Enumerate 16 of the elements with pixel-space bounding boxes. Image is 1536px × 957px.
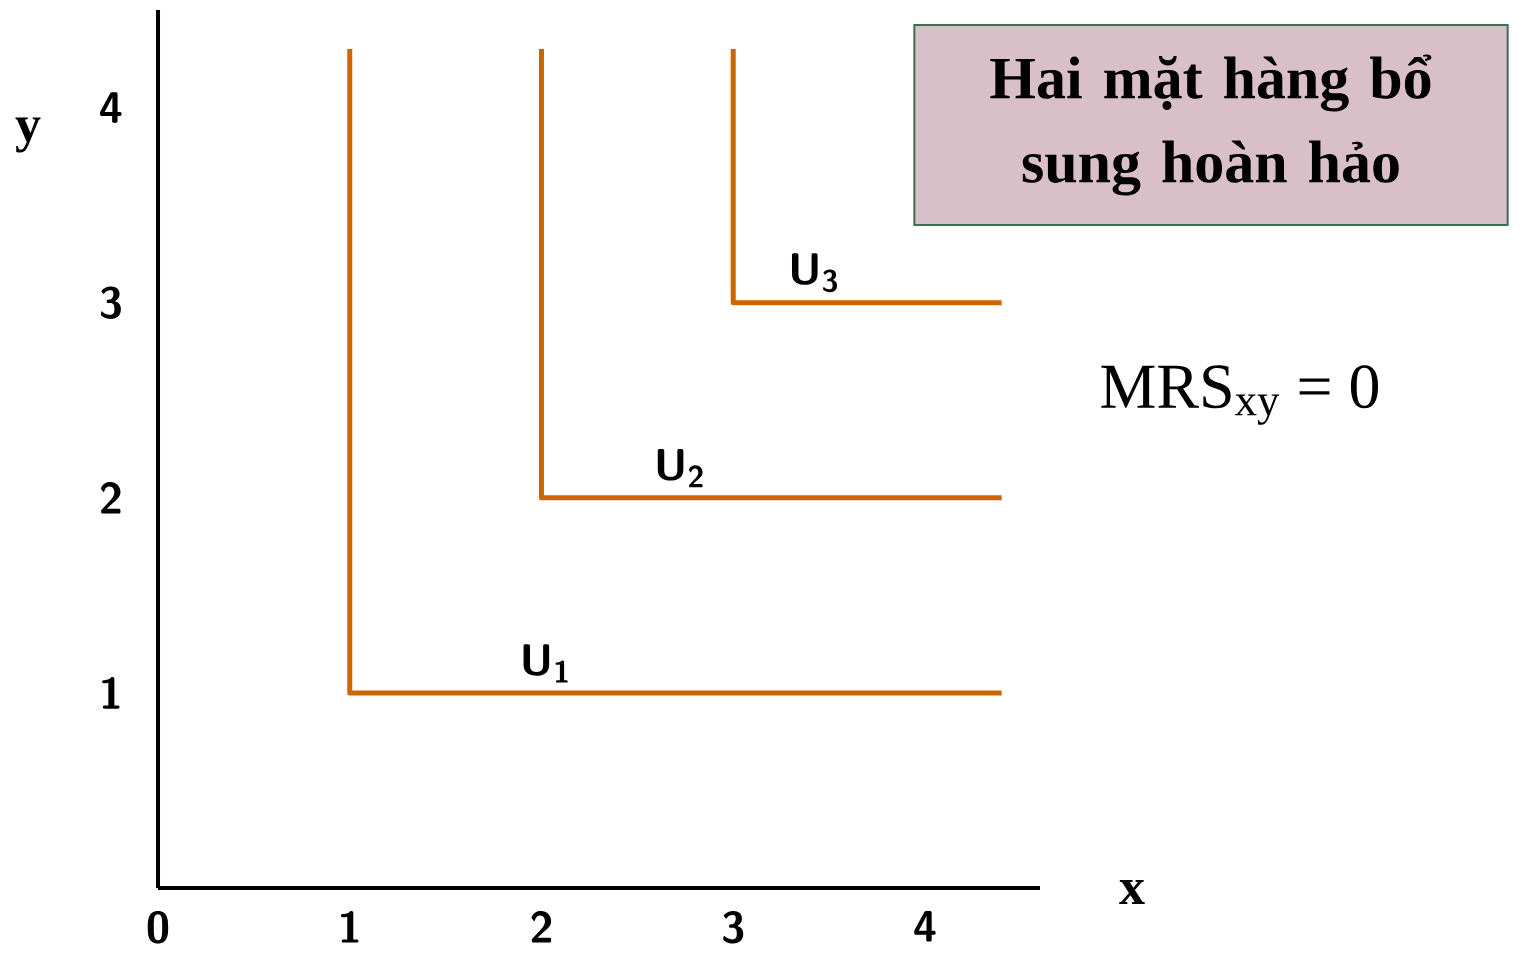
x-tick-label: 2 (531, 911, 552, 943)
x-tick-label: 1 (341, 911, 359, 943)
text: Hai mặt hàng bổ sung hoàn hảo (990, 54, 1432, 196)
series-label: U$_{1}$ (523, 644, 568, 683)
series-label: U$_{2}$ (657, 449, 703, 488)
x-tick-label: 3 (723, 911, 744, 944)
x-tick-label: 0 (147, 911, 169, 944)
x-axis-title: x (1119, 880, 1145, 904)
y-tick-label: 3 (100, 286, 121, 319)
y-tick-label: 2 (100, 481, 121, 514)
y-axis-title: y (15, 117, 41, 153)
text: MRS$_{xy}$ = 0 (1101, 365, 1379, 425)
series-label: U$_{3}$ (792, 253, 838, 293)
y-tick-label: 1 (102, 677, 120, 709)
x-tick-label: 4 (914, 911, 936, 942)
y-tick-label: 4 (100, 92, 122, 123)
